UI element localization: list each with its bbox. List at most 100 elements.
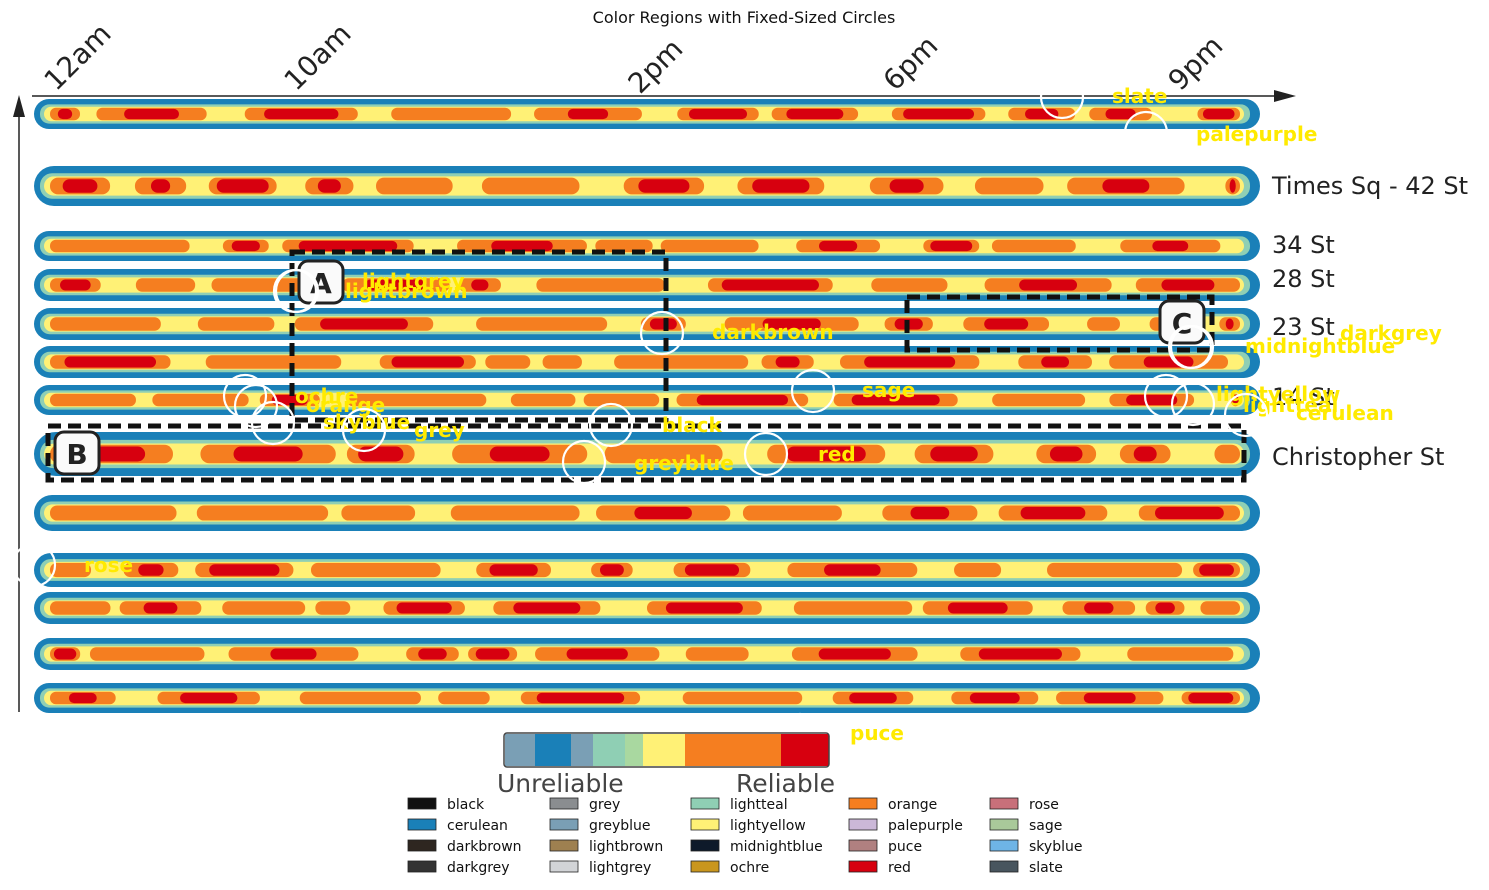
legend-label: rose	[1029, 797, 1059, 813]
legend-entry: skyblue	[989, 839, 1082, 855]
legend-swatch	[848, 860, 878, 873]
time-tick-label: 9pm	[1162, 29, 1230, 97]
annotation-label: ochre	[295, 384, 358, 408]
legend-swatch	[549, 839, 579, 852]
station-label: 34 St	[1272, 231, 1335, 259]
legend-label: puce	[888, 839, 922, 855]
annotation-label: red	[818, 442, 856, 466]
legend-entry: puce	[848, 839, 922, 855]
station-label: Christopher St	[1272, 443, 1444, 471]
legend-swatch	[549, 860, 579, 873]
annotation-label: cerulean	[1296, 401, 1394, 425]
legend-swatch	[989, 818, 1019, 831]
colorbar-segment	[625, 734, 643, 766]
station-label: 14 St	[1272, 383, 1335, 411]
legend-entry: darkgrey	[407, 860, 510, 876]
annotation-label: lightgrey	[362, 269, 465, 293]
legend-entry: ochre	[690, 860, 769, 876]
axes	[13, 90, 1296, 712]
annotation-label: skyblue	[323, 410, 410, 434]
annotation-label: orange	[306, 393, 385, 417]
annotation-circle	[1169, 324, 1215, 370]
colorbar-segment	[571, 734, 593, 766]
legend-swatch	[549, 797, 579, 810]
annotation-label: darkgrey	[1340, 321, 1442, 345]
colorbar-high-label: Reliable	[736, 769, 835, 798]
station-label: 28 St	[1272, 265, 1335, 293]
region-box	[45, 423, 1247, 483]
time-tick-label: 6pm	[877, 29, 945, 97]
legend-label: lightyellow	[730, 818, 806, 834]
annotation-circle	[1123, 110, 1169, 156]
legend-entry: orange	[848, 797, 937, 813]
legend-label: lightbrown	[589, 839, 663, 855]
annotation-circle	[790, 368, 836, 414]
legend-entry: palepurple	[848, 818, 963, 834]
region-badge	[53, 430, 101, 476]
legend-entry: darkbrown	[407, 839, 522, 855]
legend-entry: slate	[989, 860, 1063, 876]
time-tick-labels: 12am 10am 2pm 6pm 9pm	[38, 17, 1230, 100]
annotation-label: puce	[850, 721, 904, 745]
annotation-label: lightbrown	[345, 279, 467, 303]
heatmap-row	[34, 385, 1260, 415]
annotation-label: lightteal	[1243, 393, 1338, 417]
time-tick-label: 12am	[38, 17, 118, 97]
colorbar-segment	[643, 734, 685, 766]
annotation-label: slate	[1112, 84, 1167, 108]
heatmap-row	[34, 683, 1260, 713]
annotation-label: sage	[862, 378, 915, 402]
legend-label: sage	[1029, 818, 1062, 834]
heatmap-row	[34, 308, 1260, 340]
time-axis-arrow-icon	[1274, 90, 1296, 102]
heatmap-row	[34, 592, 1260, 624]
time-tick-label: 10am	[278, 17, 358, 97]
legend-swatch	[848, 818, 878, 831]
heatmap-bands	[34, 99, 1260, 713]
colorbar-frame	[503, 732, 830, 768]
legend-entry: black	[407, 797, 485, 813]
legend-entry: lightteal	[690, 797, 788, 813]
region-badge	[297, 259, 345, 305]
legend-swatch	[989, 860, 1019, 873]
annotation-label: lightyellow	[1216, 382, 1340, 406]
heatmap-row	[34, 231, 1260, 261]
legend-entry: lightgrey	[549, 860, 651, 876]
legend-label: slate	[1029, 860, 1063, 876]
legend-swatch	[407, 818, 437, 831]
legend-entry: sage	[989, 818, 1062, 834]
legend-label: lightgrey	[589, 860, 651, 876]
region-badge	[1158, 299, 1206, 345]
color-legend: black cerulean darkbrown darkgrey grey greybl…	[407, 797, 1082, 876]
legend-entry: grey	[549, 797, 620, 813]
annotation-label: darkbrown	[712, 320, 834, 344]
annotation-circle	[639, 310, 685, 356]
annotation-circle	[743, 431, 789, 477]
legend-label: ochre	[730, 860, 769, 876]
legend-entry: red	[848, 860, 911, 876]
legend-swatch	[848, 797, 878, 810]
legend-label: darkbrown	[447, 839, 522, 855]
heatmap-row	[34, 166, 1260, 206]
annotation-circle	[11, 542, 57, 588]
annotation-label: greyblue	[634, 451, 734, 475]
annotation-circle	[1170, 381, 1216, 427]
region-box	[904, 294, 1215, 353]
legend-swatch	[407, 860, 437, 873]
annotation-circle	[274, 268, 320, 314]
heatmap-row	[34, 346, 1260, 378]
legend-label: darkgrey	[447, 860, 510, 876]
region-badge-label: B	[66, 438, 87, 471]
legend-entry: lightyellow	[690, 818, 806, 834]
annotation-label: rose	[84, 553, 133, 577]
annotation-circle	[341, 407, 387, 453]
legend-swatch	[690, 839, 720, 852]
legend-label: midnightblue	[730, 839, 823, 855]
legend-swatch	[407, 839, 437, 852]
legend-label: cerulean	[447, 818, 508, 834]
annotation-circle	[1143, 373, 1189, 419]
annotation-label: midnightblue	[1245, 334, 1395, 358]
legend-label: palepurple	[888, 818, 963, 834]
annotation-label: palepurple	[1196, 122, 1317, 146]
